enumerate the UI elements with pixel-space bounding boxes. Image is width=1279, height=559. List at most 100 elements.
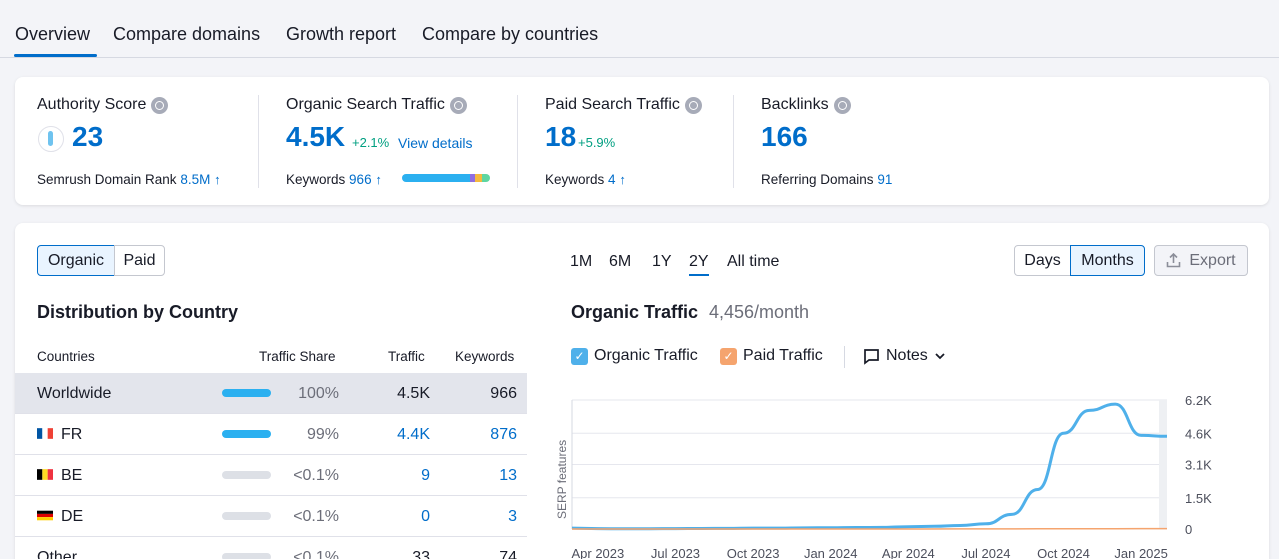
x-tick-label: Apr 2024 <box>882 546 935 559</box>
domain-rank: Semrush Domain Rank 8.5M ↑ <box>37 172 221 187</box>
organic-traffic-title: Organic Search Traffic <box>286 96 445 113</box>
arrow-up-icon: ↑ <box>214 172 221 187</box>
referring-domains-value[interactable]: 91 <box>877 172 893 187</box>
backlinks-title: Backlinks <box>761 96 829 113</box>
y-tick-label: 6.2K <box>1185 393 1212 408</box>
col-traffic-share[interactable]: Traffic Share <box>259 349 336 364</box>
scroll-handle <box>1159 400 1167 529</box>
traffic-card: Organic Paid 1M 6M 1Y 2Y All time Days M… <box>15 223 1269 559</box>
active-tab-indicator <box>14 54 97 57</box>
organic-toggle-button[interactable]: Organic <box>37 245 115 276</box>
y-tick-label: 1.5K <box>1185 491 1212 506</box>
keyword-bar-segment <box>482 174 490 182</box>
keyword-distribution-bar[interactable] <box>402 174 490 182</box>
traffic-share-bar <box>222 553 271 559</box>
traffic-share-bar <box>222 471 271 479</box>
checkbox-checked-icon[interactable]: ✓ <box>571 347 588 365</box>
domain-rank-value[interactable]: 8.5M <box>180 172 211 187</box>
keyword-bar-segment <box>470 174 475 182</box>
table-row[interactable]: DE <0.1% 0 3 <box>15 496 527 537</box>
export-icon <box>1167 253 1181 268</box>
globe-icon[interactable] <box>151 96 169 114</box>
x-tick-label: Jul 2023 <box>651 546 700 559</box>
backlinks-value[interactable]: 166 <box>761 121 808 152</box>
paid-traffic-delta: +5.9% <box>578 135 616 150</box>
period-1y[interactable]: 1Y <box>652 253 672 270</box>
paid-keywords: Keywords 4 ↑ <box>545 172 626 187</box>
divider <box>517 95 518 188</box>
paid-traffic-value[interactable]: 18 <box>545 121 577 152</box>
keyword-bar-segment <box>402 174 438 182</box>
col-traffic[interactable]: Traffic <box>388 349 425 364</box>
distribution-title: Distribution by Country <box>37 302 238 322</box>
notes-dropdown[interactable]: Notes <box>863 347 946 365</box>
globe-icon[interactable] <box>684 96 702 114</box>
organic-keywords: Keywords 966 ↑ <box>286 172 382 187</box>
globe-icon[interactable] <box>833 96 851 114</box>
y-axis-label: SERP features <box>555 440 569 519</box>
x-tick-label: Oct 2024 <box>1037 546 1090 559</box>
checkbox-checked-icon[interactable]: ✓ <box>720 347 737 365</box>
traffic-share-bar <box>222 430 271 438</box>
col-countries: Countries <box>37 349 95 364</box>
paid-keywords-value[interactable]: 4 <box>608 172 616 187</box>
organic-traffic-chart[interactable]: 6.2K 4.6K 3.1K 1.5K 0 SERP features Apr 2023 Ju… <box>545 383 1269 559</box>
keyword-bar-segment <box>475 174 482 182</box>
organic-keywords-value[interactable]: 966 <box>349 172 372 187</box>
globe-icon[interactable] <box>449 96 467 114</box>
x-tick-label: Oct 2023 <box>727 546 780 559</box>
tab-overview[interactable]: Overview <box>15 24 91 44</box>
referring-domains: Referring Domains 91 <box>761 172 893 187</box>
organic-traffic-value[interactable]: 4.5K <box>286 121 346 152</box>
period-1m[interactable]: 1M <box>570 253 593 270</box>
authority-score-value[interactable]: 23 <box>72 121 104 152</box>
x-tick-label: Apr 2023 <box>571 546 624 559</box>
traffic-share-bar <box>222 389 271 397</box>
divider <box>733 95 734 188</box>
traffic-share-bar <box>222 512 271 520</box>
organic-traffic-line <box>571 402 1168 531</box>
paid-toggle-button[interactable]: Paid <box>114 245 165 276</box>
period-2y[interactable]: 2Y <box>689 253 709 276</box>
period-all-time[interactable]: All time <box>727 253 780 270</box>
table-row[interactable]: Worldwide 100% 4.5K 966 <box>15 373 527 414</box>
legend-organic-traffic[interactable]: ✓ Organic Traffic <box>571 347 698 365</box>
legend-paid-traffic[interactable]: ✓ Paid Traffic <box>720 347 823 365</box>
y-tick-label: 3.1K <box>1185 458 1212 473</box>
tab-growth-report[interactable]: Growth report <box>286 24 397 44</box>
x-tick-label: Jan 2025 <box>1114 546 1168 559</box>
chevron-down-icon <box>935 353 945 360</box>
months-button[interactable]: Months <box>1070 245 1145 276</box>
belgium-flag-icon <box>37 469 53 481</box>
x-tick-label: Jul 2024 <box>961 546 1010 559</box>
col-keywords[interactable]: Keywords <box>455 349 515 364</box>
arrow-up-icon: ↑ <box>375 172 382 187</box>
table-row[interactable]: BE <0.1% 9 13 <box>15 455 527 496</box>
authority-score-title: Authority Score <box>37 96 147 113</box>
chart-header-value: 4,456/month <box>709 302 810 322</box>
table-row[interactable]: FR 99% 4.4K 876 <box>15 414 527 455</box>
tab-compare-by-countries[interactable]: Compare by countries <box>422 24 599 44</box>
export-button[interactable]: Export <box>1154 245 1248 276</box>
keyword-bar-segment <box>438 174 470 182</box>
organic-traffic-delta: +2.1% <box>352 135 390 150</box>
authority-gauge-icon <box>38 126 64 152</box>
tab-compare-domains[interactable]: Compare domains <box>113 24 261 44</box>
y-tick-label: 0 <box>1185 522 1192 537</box>
germany-flag-icon <box>37 510 53 521</box>
y-tick-label: 4.6K <box>1185 426 1212 441</box>
period-6m[interactable]: 6M <box>609 253 632 270</box>
divider <box>258 95 259 188</box>
chart-title: Organic Traffic <box>571 302 699 322</box>
france-flag-icon <box>37 428 53 440</box>
report-tabs: Overview Compare domains Growth report C… <box>0 0 1279 58</box>
x-tick-label: Jan 2024 <box>804 546 858 559</box>
paid-traffic-title: Paid Search Traffic <box>545 96 680 113</box>
note-icon <box>864 348 879 365</box>
metrics-card: Authority Score 23 Semrush Domain Rank 8… <box>15 77 1269 205</box>
days-button[interactable]: Days <box>1014 245 1071 276</box>
table-row[interactable]: Other <0.1% 33 74 <box>37 549 517 559</box>
arrow-up-icon: ↑ <box>619 172 626 187</box>
view-details-link[interactable]: View details <box>398 135 473 151</box>
divider <box>844 346 845 368</box>
